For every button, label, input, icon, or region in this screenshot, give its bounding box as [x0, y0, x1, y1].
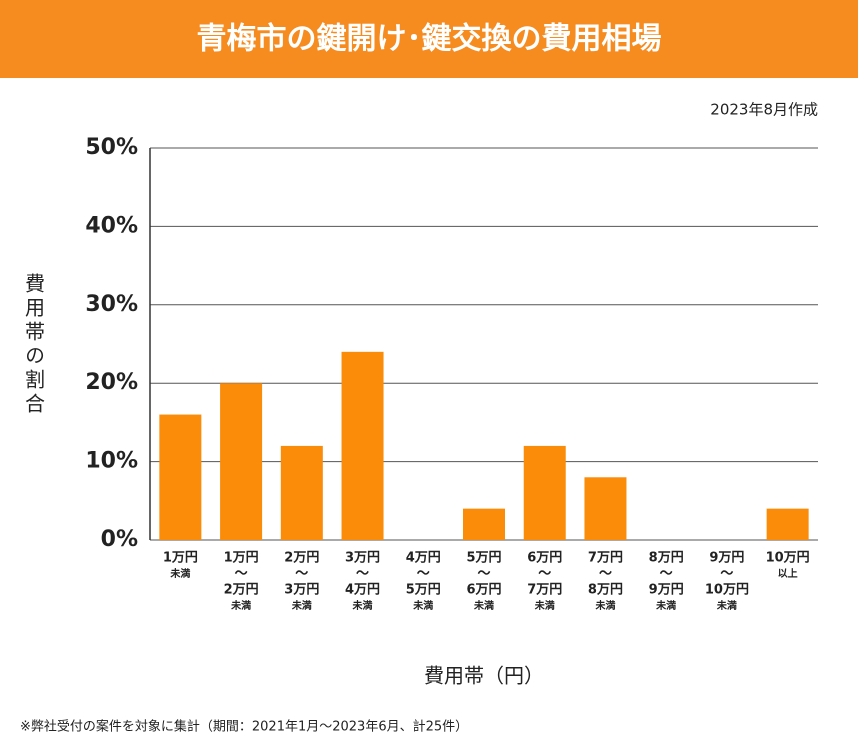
x-tick-label: 7万円 [588, 551, 623, 566]
bar [280, 445, 323, 540]
x-tick-label: 以上 [778, 567, 798, 580]
y-tick-label: 30% [85, 292, 138, 317]
x-tick-label: ～ [599, 567, 612, 582]
x-tick-label: 9万円 [649, 583, 684, 598]
bar [159, 414, 202, 540]
x-tick-label: 未満 [291, 599, 312, 612]
x-tick-label: 未満 [412, 599, 433, 612]
header-bar [0, 0, 858, 78]
x-axis-label: 費用帯（円） [424, 664, 544, 688]
x-tick-label: 未満 [594, 599, 615, 612]
x-tick-label: ～ [235, 567, 248, 582]
x-tick-label: 未満 [534, 599, 555, 612]
x-tick-label: 6万円 [466, 583, 501, 598]
x-tick-label: 未満 [473, 599, 494, 612]
bar [341, 351, 384, 540]
y-tick-label: 20% [85, 370, 138, 395]
x-tick-label: 2万円 [284, 551, 319, 566]
x-tick-label: 3万円 [284, 583, 319, 598]
y-tick-label: 10% [85, 449, 138, 474]
x-tick-label: 1万円 [163, 551, 198, 566]
x-tick-label: 7万円 [527, 583, 562, 598]
x-tick-label: 3万円 [345, 551, 380, 566]
x-tick-label: 10万円 [705, 583, 749, 598]
x-tick-label: 2万円 [224, 583, 259, 598]
x-tick-label: ～ [356, 567, 369, 582]
x-tick-label: ～ [417, 567, 430, 582]
x-tick-label: 5万円 [466, 551, 501, 566]
y-axis-label: 費用帯の割合 [22, 273, 46, 417]
y-tick-label: 40% [85, 213, 138, 238]
x-tick-label: ～ [538, 567, 551, 582]
x-tick-label: 10万円 [766, 551, 810, 566]
bar [523, 445, 566, 540]
bar [584, 477, 627, 540]
x-tick-label: 5万円 [406, 583, 441, 598]
x-tick-label: ～ [660, 567, 673, 582]
x-tick-label: 8万円 [649, 551, 684, 566]
chart-title: 青梅市の鍵開け･鍵交換の費用相場 [197, 22, 662, 57]
x-tick-label: 未満 [230, 599, 251, 612]
y-tick-label: 50% [85, 135, 138, 160]
x-tick-label: 9万円 [709, 551, 744, 566]
chart-subtitle: 2023年8月作成 [710, 101, 818, 119]
x-tick-label: 未満 [169, 567, 190, 580]
x-tick-label: 未満 [655, 599, 676, 612]
x-tick-label: 4万円 [406, 551, 441, 566]
x-tick-label: 1万円 [224, 551, 259, 566]
footnote: ※弊社受付の案件を対象に集計（期間：2021年1月～2023年6月、計25件） [20, 719, 468, 735]
x-tick-label: 4万円 [345, 583, 380, 598]
x-tick-label: ～ [295, 567, 308, 582]
x-tick-label: 8万円 [588, 583, 623, 598]
x-tick-label: ～ [720, 567, 733, 582]
x-tick-label: ～ [477, 567, 490, 582]
y-tick-label: 0% [101, 527, 138, 552]
bar [220, 383, 263, 540]
bar [463, 508, 505, 540]
bar [766, 508, 809, 540]
x-tick-label: 未満 [352, 599, 373, 612]
x-tick-label: 6万円 [527, 551, 562, 566]
x-tick-label: 未満 [716, 599, 737, 612]
